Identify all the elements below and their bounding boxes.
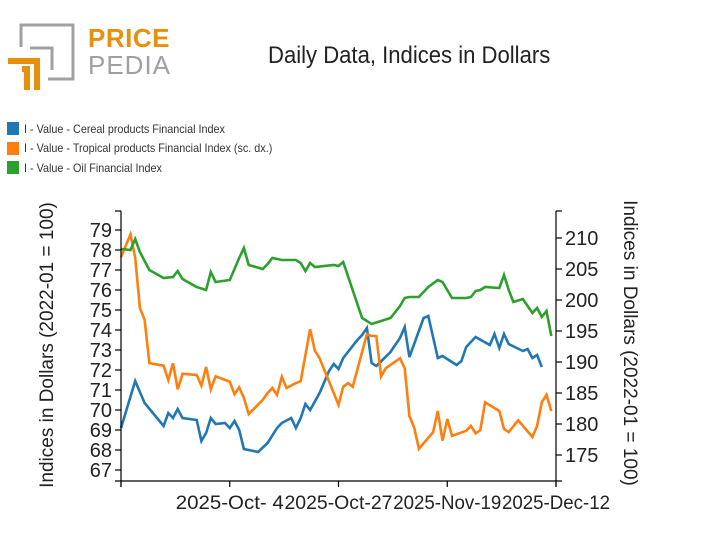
y-tick-label-right: 180: [565, 414, 598, 436]
legend-label-oil: I - Value - Oil Financial Index: [24, 160, 162, 175]
y-tick-label-left: 73: [90, 340, 112, 362]
y-tick-label-right: 175: [565, 445, 598, 467]
legend-item-tropical[interactable]: I - Value - Tropical products Financial …: [7, 139, 300, 159]
y-tick-label-left: 68: [90, 440, 112, 462]
legend-item-oil[interactable]: I - Value - Oil Financial Index: [7, 158, 300, 178]
y-tick-label-left: 67: [90, 460, 112, 482]
chart-title: Daily Data, Indices in Dollars: [268, 42, 551, 69]
x-tick-label: 2025-Oct-27: [285, 493, 393, 514]
y-tick-label-right: 200: [565, 290, 598, 312]
y-tick-label-left: 69: [90, 420, 112, 442]
logo-text-pedia: PEDIA: [88, 50, 172, 80]
y-tick-label-left: 74: [90, 320, 112, 342]
x-tick-label: 2025-Oct- 4: [176, 493, 284, 514]
y-axis-label-left: Indices in Dollars (2022-01 = 100): [37, 202, 58, 488]
y-tick-label-left: 72: [90, 360, 112, 382]
pricepedia-logo: PRICE PEDIA: [8, 22, 172, 92]
series-line-cereal: [119, 314, 544, 454]
y-tick-label-left: 70: [90, 400, 112, 422]
y-tick-label-left: 71: [90, 380, 112, 402]
series-line-oil: [120, 235, 553, 337]
series-line-tropical: [119, 229, 553, 452]
legend-item-cereal[interactable]: I - Value - Cereal products Financial In…: [7, 119, 300, 139]
legend-label-cereal: I - Value - Cereal products Financial In…: [24, 121, 225, 136]
logo-mark-icon: [8, 23, 75, 90]
y-tick-label-right: 185: [565, 383, 598, 405]
chart-legend: I - Value - Cereal products Financial In…: [7, 119, 300, 178]
y-tick-label-right: 210: [565, 228, 598, 250]
x-tick-label: 2025-Nov-19: [393, 493, 501, 514]
y-tick-label-left: 75: [90, 300, 112, 322]
y-tick-label-right: 190: [565, 352, 598, 374]
y-tick-label-left: 77: [90, 260, 112, 282]
legend-swatch-cereal: [7, 122, 19, 136]
legend-swatch-oil: [7, 161, 19, 175]
y-tick-label-left: 79: [90, 220, 112, 242]
legend-label-tropical: I - Value - Tropical products Financial …: [24, 141, 273, 156]
y-tick-label-right: 195: [565, 321, 598, 343]
y-tick-label-right: 205: [565, 259, 598, 281]
y-tick-label-left: 76: [90, 280, 112, 302]
logo-text-price: PRICE: [88, 23, 170, 53]
y-tick-label-left: 78: [90, 240, 112, 262]
y-axis-label-right: Indices in Dollars (2022-01 = 100): [619, 200, 640, 486]
x-tick-label: 2025-Dec-12: [502, 493, 610, 514]
series-layer: [119, 229, 553, 454]
legend-swatch-tropical: [7, 141, 19, 155]
